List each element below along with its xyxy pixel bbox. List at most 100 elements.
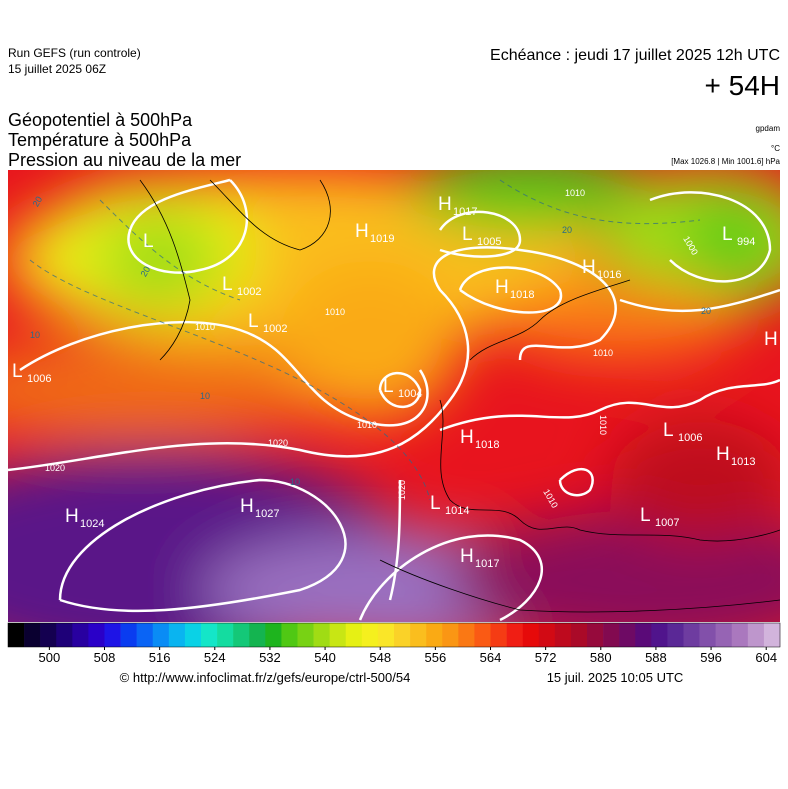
colorbar-swatch: [88, 623, 105, 647]
center-value: 1014: [445, 505, 469, 517]
center-type: H: [582, 257, 596, 278]
isobars: [8, 178, 780, 622]
center-type: H: [716, 444, 730, 465]
contour-label: 20: [31, 195, 45, 209]
contour-label: 20: [701, 306, 711, 316]
contour-label: 10: [30, 330, 40, 340]
colorbar-swatch: [104, 623, 121, 647]
colorbar-tick-label: 588: [645, 650, 667, 665]
center-type: L: [430, 493, 441, 514]
colorbar-swatch: [24, 623, 41, 647]
contour-label: 20: [562, 225, 572, 235]
title: Géopotentiel à 500hPa: [8, 110, 193, 130]
colorbar-swatch: [715, 623, 733, 647]
center-value: 1027: [255, 508, 279, 520]
center-value: 1017: [475, 558, 499, 570]
colorbar-swatch: [8, 623, 25, 647]
center-type: L: [383, 376, 394, 397]
center-type: L: [640, 505, 651, 526]
center-value: 1006: [678, 432, 702, 444]
center-type: H: [240, 496, 254, 517]
colorbar-tick-label: 564: [480, 650, 502, 665]
colorbar-tick-label: 524: [204, 650, 226, 665]
colorbar-swatch: [426, 623, 443, 647]
lead-time: + 54H: [705, 70, 781, 101]
center-type: L: [248, 311, 259, 332]
colorbar-swatch: [297, 623, 314, 647]
colorbar-swatch: [538, 623, 556, 647]
contour-label: 20: [139, 265, 153, 279]
colorbar-swatch: [522, 623, 540, 647]
unit: [Max 1026.8 | Min 1001.6] hPa: [671, 157, 780, 166]
center-type: L: [663, 420, 674, 441]
colorbar-tick-label: 516: [149, 650, 171, 665]
run: Run GEFS (run controle): [8, 46, 141, 60]
colorbar-tick-label: 572: [535, 650, 557, 665]
colorbar-swatch: [490, 623, 507, 647]
title: Température à 500hPa: [8, 130, 192, 150]
contour-label: 1020: [268, 438, 288, 448]
colorbar-swatch: [136, 623, 154, 647]
center-type: H: [438, 194, 452, 215]
colorbar-swatch: [731, 623, 749, 647]
center-value: 1013: [731, 456, 755, 468]
colorbar-tick-label: 580: [590, 650, 612, 665]
colorbar-swatch: [699, 623, 716, 647]
colorbar-tick-label: 548: [369, 650, 391, 665]
colorbar-swatch: [184, 623, 202, 647]
center-value: 1016: [597, 269, 621, 281]
colorbar-swatch: [40, 623, 57, 647]
colorbar-swatch: [619, 623, 636, 647]
center-value: 1002: [263, 323, 287, 335]
colorbar-swatch: [265, 623, 282, 647]
colorbar-swatch: [217, 623, 234, 647]
center-type: L: [462, 224, 473, 245]
colorbar-swatch: [120, 623, 137, 647]
colorbar-swatch: [554, 623, 572, 647]
contour-label: 10: [200, 391, 210, 401]
colorbar-swatch: [168, 623, 186, 647]
colorbar-swatch: [233, 623, 250, 647]
colorbar-tick-label: 604: [755, 650, 777, 665]
colorbar-swatch: [377, 623, 395, 647]
contour-label: 1010: [593, 348, 613, 358]
title: Pression au niveau de la mer: [8, 150, 241, 170]
colorbar-tick-label: 532: [259, 650, 281, 665]
center-type: H: [460, 546, 474, 567]
colorbar-swatch: [474, 623, 491, 647]
center-value: 1006: [27, 373, 51, 385]
colorbar-swatch: [747, 623, 765, 647]
colorbar-swatch: [329, 623, 347, 647]
center-type: H: [460, 427, 474, 448]
colorbar-swatch: [683, 623, 700, 647]
colorbar-swatch: [603, 623, 620, 647]
colorbar-swatch: [570, 623, 588, 647]
center-value: 1005: [477, 236, 501, 248]
contour-label: 1010: [598, 415, 608, 435]
center-value: 1017: [453, 206, 477, 218]
colorbar-swatch: [410, 623, 427, 647]
contour-label: 1020: [45, 463, 65, 473]
center-type: L: [12, 361, 23, 382]
center-value: 1024: [80, 518, 104, 530]
unit: °C: [771, 144, 780, 153]
colorbar-swatch: [56, 623, 73, 647]
colorbar-swatch: [345, 623, 363, 647]
colorbar-tick-label: 500: [39, 650, 61, 665]
colorbar-tick-label: 508: [94, 650, 116, 665]
center-type: L: [143, 231, 154, 252]
unit: gpdam: [756, 124, 781, 133]
colorbar-swatch: [313, 623, 330, 647]
center-type: H: [495, 277, 509, 298]
center-value: 1019: [370, 233, 394, 245]
colorbar-swatch: [394, 623, 411, 647]
colorbar-swatch: [635, 623, 652, 647]
contour-label: 1010: [357, 420, 377, 430]
footer-date: 15 juil. 2025 10:05 UTC: [547, 670, 684, 685]
colorbar-swatch: [361, 623, 379, 647]
colorbar-swatch: [152, 623, 170, 647]
colorbar-swatch: [667, 623, 684, 647]
map: [8, 170, 780, 622]
contour-label: 10: [290, 477, 300, 487]
colorbar-swatch: [442, 623, 459, 647]
